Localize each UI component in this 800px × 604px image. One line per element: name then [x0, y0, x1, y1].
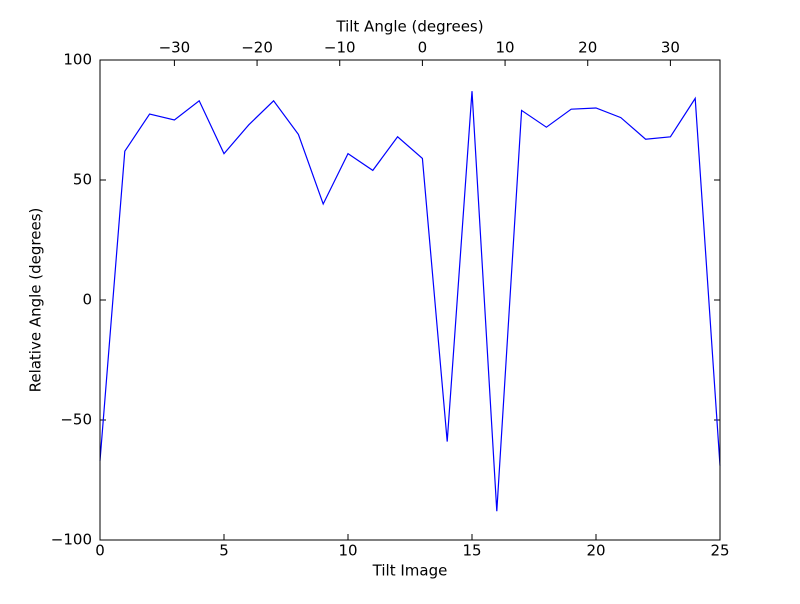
x-tick-label: 25: [710, 542, 729, 560]
x2-tick-label: 10: [496, 39, 515, 57]
x2-tick-label: 30: [661, 39, 680, 57]
y-tick-label: 50: [73, 171, 92, 189]
y-tick-label: −50: [60, 411, 92, 429]
x-tick-label: 15: [462, 542, 481, 560]
data-line: [99, 91, 721, 512]
x-tick-label: 0: [95, 542, 105, 560]
x2-tick-label: 0: [418, 39, 428, 57]
y-tick-label: −100: [51, 531, 92, 549]
x2-tick-label: −10: [324, 39, 356, 57]
x-tick-label: 10: [338, 542, 357, 560]
y-axis-label: Relative Angle (degrees): [27, 208, 45, 393]
x2-tick-label: −20: [241, 39, 273, 57]
x-tick-label: 5: [219, 542, 229, 560]
plot-frame: [99, 59, 721, 541]
x2-axis-label: Tilt Angle (degrees): [335, 18, 483, 36]
y-tick-label: 0: [82, 291, 92, 309]
x2-tick-label: −30: [159, 39, 191, 57]
x-tick-label: 20: [586, 542, 605, 560]
x-axis-label: Tilt Image: [372, 562, 448, 580]
x2-tick-label: 20: [578, 39, 597, 57]
y-tick-label: 100: [63, 51, 92, 69]
